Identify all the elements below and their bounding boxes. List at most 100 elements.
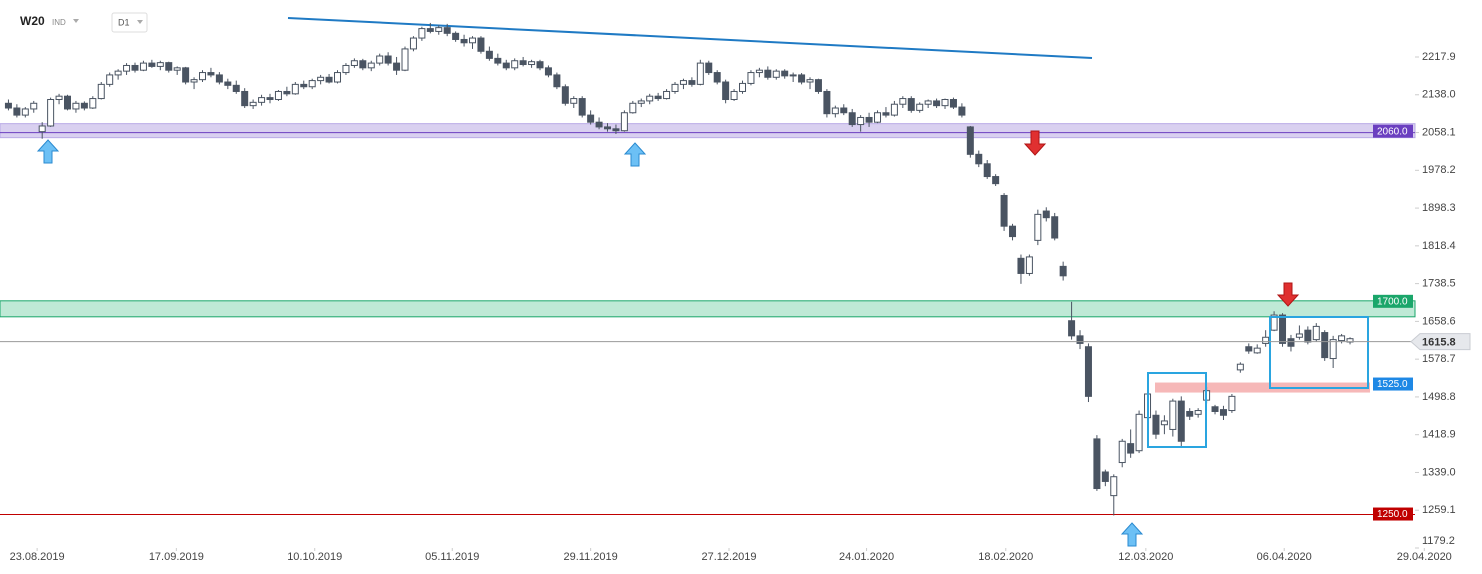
candle-body xyxy=(679,80,687,85)
candle-body xyxy=(882,112,890,116)
level-zone xyxy=(1155,382,1370,393)
range-box xyxy=(1269,316,1369,389)
candle-body xyxy=(899,98,907,105)
levels: 2060.0 1700.0 1525.0 1250.0 xyxy=(0,123,1416,521)
candle-body xyxy=(21,108,29,116)
candle-body xyxy=(13,107,21,116)
symbol: W20 xyxy=(20,14,45,28)
candle-body xyxy=(806,79,814,83)
candle-body xyxy=(1186,410,1194,417)
candle-body xyxy=(55,95,63,101)
candle-body xyxy=(1068,320,1076,337)
candle-body xyxy=(511,60,519,69)
candle-body xyxy=(156,62,164,67)
candle-body xyxy=(1329,339,1337,360)
candle-body xyxy=(334,72,342,83)
y-tick-label: 1498.8 xyxy=(1422,391,1456,403)
down-arrow xyxy=(1276,282,1300,307)
level-zone xyxy=(0,123,1416,139)
candle-body xyxy=(604,126,612,130)
candle-body xyxy=(519,60,527,66)
candle-body xyxy=(578,98,586,116)
candle-body xyxy=(1009,225,1017,238)
dropdown-icon xyxy=(137,20,143,24)
candle-body xyxy=(865,116,873,123)
candle-body xyxy=(890,103,898,116)
candle-body xyxy=(443,27,451,34)
candle-body xyxy=(1279,314,1287,344)
y-tick-label: 1658.6 xyxy=(1422,315,1456,327)
candle-body xyxy=(1135,413,1143,452)
level-tag xyxy=(1373,294,1413,308)
x-tick-label: 12.03.2020 xyxy=(1118,551,1173,563)
range-box xyxy=(1147,372,1207,448)
y-tick-label: 1738.5 xyxy=(1422,278,1456,290)
candle-body xyxy=(72,102,80,110)
candle-body xyxy=(1338,335,1346,342)
candle-body xyxy=(477,37,485,52)
candle-body xyxy=(367,62,375,69)
candles xyxy=(4,22,1354,516)
candle-body xyxy=(393,62,401,71)
candle-body xyxy=(789,74,797,77)
candle-body xyxy=(409,37,417,50)
candle-body xyxy=(359,60,367,69)
candle-body xyxy=(384,55,392,64)
candle-body xyxy=(190,79,198,83)
level-tag xyxy=(1373,377,1413,391)
candle-body xyxy=(831,107,839,115)
candle-body xyxy=(139,62,147,71)
candle-body xyxy=(173,67,181,71)
candle-body xyxy=(401,48,409,71)
candle-body xyxy=(553,74,561,88)
candle-body xyxy=(1017,257,1025,274)
candle-body xyxy=(80,102,88,109)
candle-body xyxy=(1177,400,1185,442)
candle-body xyxy=(730,90,738,101)
x-tick-label: 27.12.2019 xyxy=(701,551,756,563)
y-tick-label: 1898.3 xyxy=(1422,202,1456,214)
candle-body xyxy=(941,99,949,107)
candle-body xyxy=(224,81,232,86)
candle-body xyxy=(561,86,569,104)
candle-body xyxy=(274,90,282,101)
level-label: 2060.0 xyxy=(1377,126,1408,137)
level-zone xyxy=(0,300,1416,318)
candle-body xyxy=(249,101,257,107)
candle-body xyxy=(1211,406,1219,412)
candle-body xyxy=(983,163,991,178)
candle-body xyxy=(528,61,536,66)
candle-body xyxy=(1042,210,1050,219)
dropdown-icon[interactable] xyxy=(73,19,79,23)
x-tick-label: 17.09.2019 xyxy=(149,551,204,563)
candle-body xyxy=(182,67,190,83)
candle-body xyxy=(114,70,122,76)
candle-body xyxy=(696,62,704,85)
candle-body xyxy=(1295,333,1303,338)
candle-body xyxy=(907,98,915,111)
candle-body xyxy=(47,99,55,127)
candle-body xyxy=(232,84,240,92)
candle-body xyxy=(418,28,426,39)
candle-body xyxy=(874,112,882,123)
interval-button[interactable] xyxy=(111,12,148,33)
candle-body xyxy=(485,50,493,59)
candle-body xyxy=(283,90,291,95)
y-tick-label: 2217.9 xyxy=(1422,51,1456,63)
x-tick-label: 05.11.2019 xyxy=(425,551,479,563)
candle-body xyxy=(131,64,139,71)
x-tick-label: 10.10.2019 xyxy=(287,551,342,563)
candle-body xyxy=(747,72,755,84)
candle-body xyxy=(1228,395,1236,412)
y-tick-label: 1818.4 xyxy=(1422,240,1456,252)
candle-body xyxy=(612,128,620,132)
candle-body xyxy=(1160,420,1168,426)
trend-line xyxy=(287,17,1093,59)
candle-body xyxy=(1110,476,1118,497)
y-tick-label: 1179.2 xyxy=(1422,535,1455,547)
market: IND xyxy=(52,18,66,27)
y-tick-label: 2058.1 xyxy=(1422,126,1456,138)
candle-body xyxy=(671,83,679,92)
candle-body xyxy=(452,32,460,40)
